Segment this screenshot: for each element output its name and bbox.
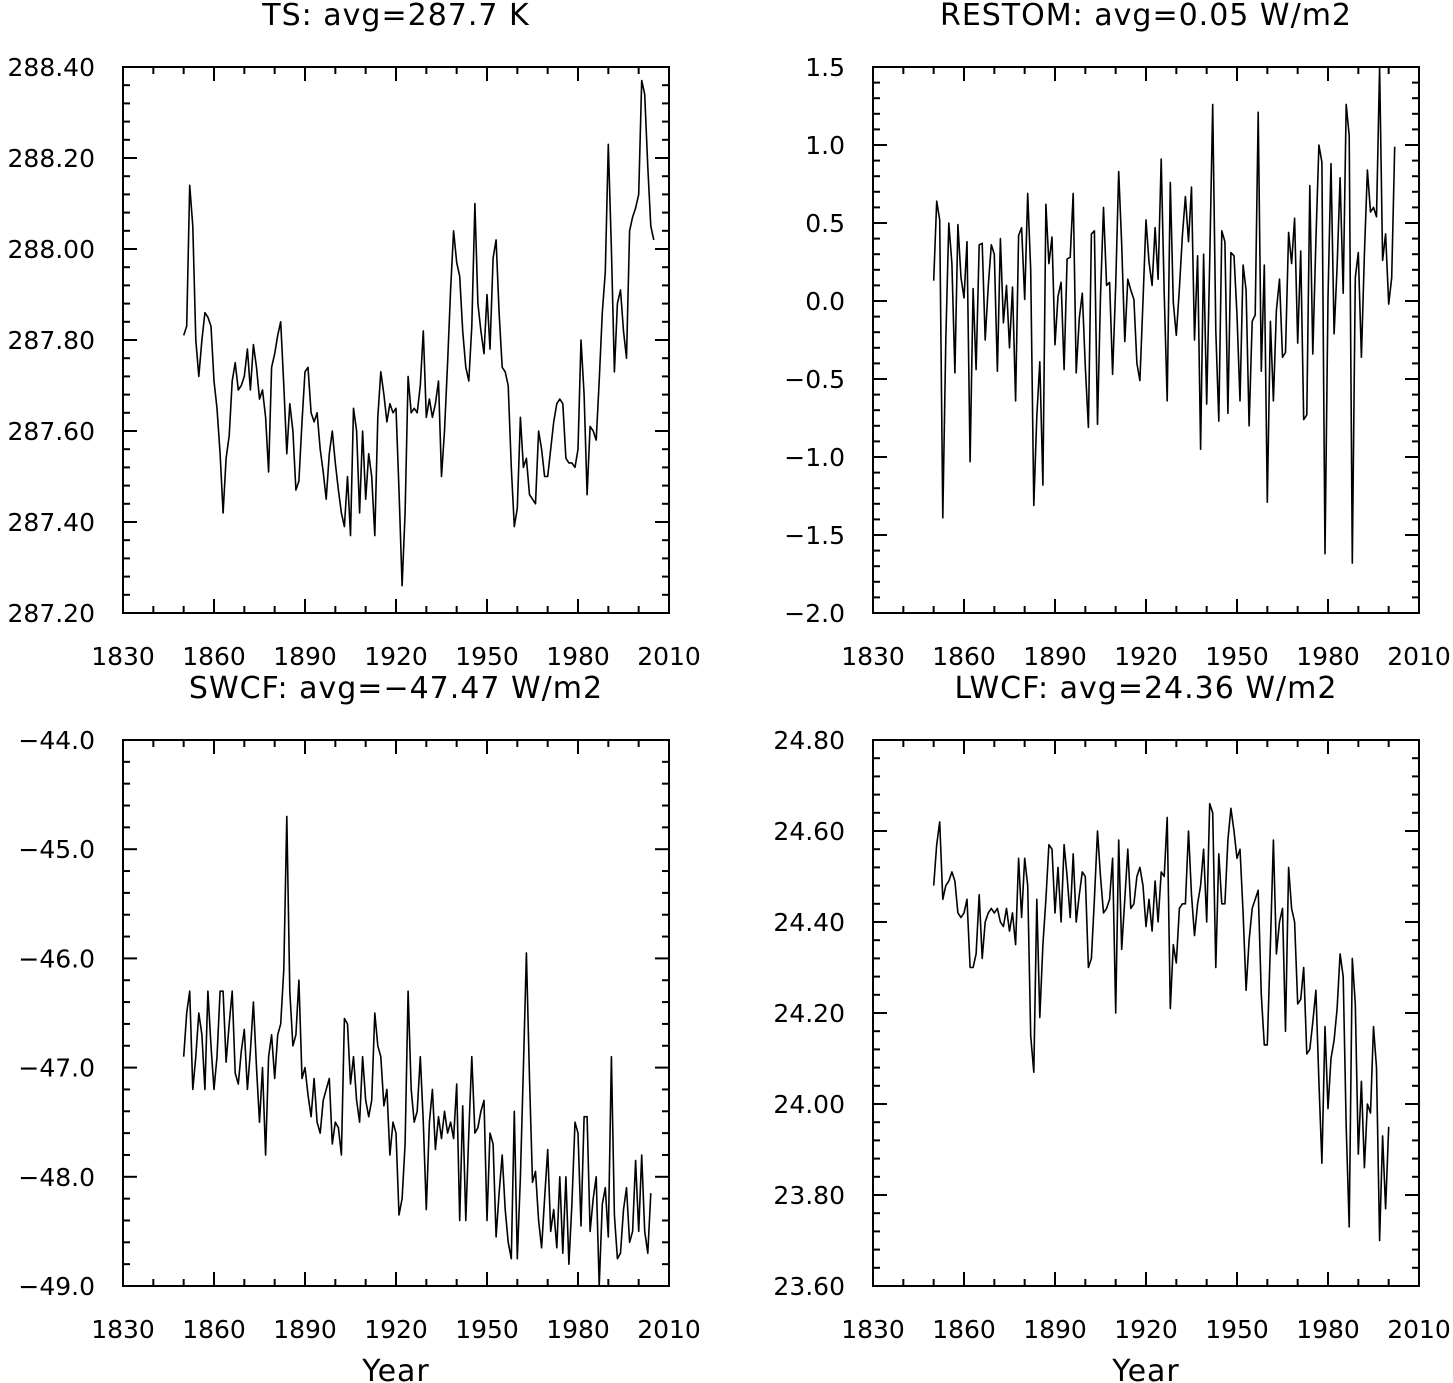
y-tick-label: 287.20: [8, 599, 95, 628]
plot-frame: [122, 66, 670, 614]
y-tick-label: −1.5: [784, 521, 845, 550]
y-tick-label: 24.60: [773, 817, 845, 846]
x-tick-label: 1830: [91, 642, 155, 671]
x-tick-label: 1980: [1296, 642, 1360, 671]
x-tick-label: 1890: [273, 642, 337, 671]
x-axis-label: Year: [1111, 1354, 1180, 1383]
y-tick-label: 24.40: [773, 908, 845, 937]
y-tick-label: 288.40: [8, 53, 95, 82]
x-tick-label: 2010: [637, 642, 701, 671]
plot-frame: [122, 739, 670, 1287]
y-tick-label: 287.60: [8, 417, 95, 446]
y-tick-label: −1.0: [784, 443, 845, 472]
x-tick-label: 1860: [182, 642, 246, 671]
x-tick-label: 1860: [932, 642, 996, 671]
y-tick-label: 24.80: [773, 726, 845, 755]
x-tick-label: 1920: [364, 642, 428, 671]
x-tick-label: 1890: [1023, 642, 1087, 671]
x-tick-label: 1920: [1114, 642, 1178, 671]
y-tick-label: 287.80: [8, 326, 95, 355]
x-tick-label: 1860: [932, 1315, 996, 1344]
panel-ts: TS: avg=287.7 K 1830 1860 1890 1920 1950 1980 2…: [8, 0, 701, 671]
panel-swcf: SWCF: avg=−47.47 W/m2 1830 1860 1890 1920 195…: [18, 671, 700, 1383]
x-tick-label: 1890: [1023, 1315, 1087, 1344]
x-tick-label: 2010: [637, 1315, 701, 1344]
y-tick-label: −48.0: [18, 1163, 95, 1192]
x-tick-label: 2010: [1387, 1315, 1451, 1344]
y-tick-label: 288.00: [8, 235, 95, 264]
x-tick-label: 1950: [1205, 1315, 1269, 1344]
y-tick-label: 1.0: [805, 131, 845, 160]
chart-title: RESTOM: avg=0.05 W/m2: [940, 0, 1352, 33]
series-line: [182, 79, 655, 587]
y-tick-label: −2.0: [784, 599, 845, 628]
x-tick-label: 1830: [841, 1315, 905, 1344]
x-tick-label: 2010: [1387, 642, 1451, 671]
y-tick-label: 24.20: [773, 999, 845, 1028]
y-tick-label: −0.5: [784, 365, 845, 394]
panel-restom: RESTOM: avg=0.05 W/m2 1830 1860 1890 1920 195…: [784, 0, 1451, 671]
series-line: [932, 802, 1390, 1242]
x-tick-label: 1830: [91, 1315, 155, 1344]
chart-title: LWCF: avg=24.36 W/m2: [955, 671, 1338, 706]
y-tick-label: 0.0: [805, 287, 845, 316]
y-tick-label: −49.0: [18, 1272, 95, 1301]
y-tick-label: −45.0: [18, 835, 95, 864]
y-tick-label: −47.0: [18, 1054, 95, 1083]
x-tick-label: 1890: [273, 1315, 337, 1344]
x-tick-label: 1950: [455, 642, 519, 671]
x-tick-label: 1830: [841, 642, 905, 671]
chart-title: SWCF: avg=−47.47 W/m2: [189, 671, 603, 706]
x-tick-label: 1950: [455, 1315, 519, 1344]
y-tick-label: 1.5: [805, 53, 845, 82]
x-tick-label: 1920: [364, 1315, 428, 1344]
y-tick-label: 288.20: [8, 144, 95, 173]
y-tick-label: 23.60: [773, 1272, 845, 1301]
y-tick-label: 287.40: [8, 508, 95, 537]
x-tick-label: 1920: [1114, 1315, 1178, 1344]
chart-title: TS: avg=287.7 K: [261, 0, 530, 33]
x-tick-label: 1860: [182, 1315, 246, 1344]
series-line: [182, 815, 652, 1287]
x-tick-label: 1950: [1205, 642, 1269, 671]
x-tick-label: 1980: [1296, 1315, 1360, 1344]
y-tick-label: 0.5: [805, 209, 845, 238]
x-axis-label: Year: [361, 1354, 430, 1383]
x-tick-label: 1980: [546, 642, 610, 671]
y-tick-label: 23.80: [773, 1181, 845, 1210]
x-tick-label: 1980: [546, 1315, 610, 1344]
y-tick-label: −44.0: [18, 726, 95, 755]
y-tick-label: −46.0: [18, 944, 95, 973]
y-tick-label: 24.00: [773, 1090, 845, 1119]
series-line: [932, 66, 1396, 564]
panel-lwcf: LWCF: avg=24.36 W/m2 1830 1860 1890 1920 1950…: [773, 671, 1450, 1383]
